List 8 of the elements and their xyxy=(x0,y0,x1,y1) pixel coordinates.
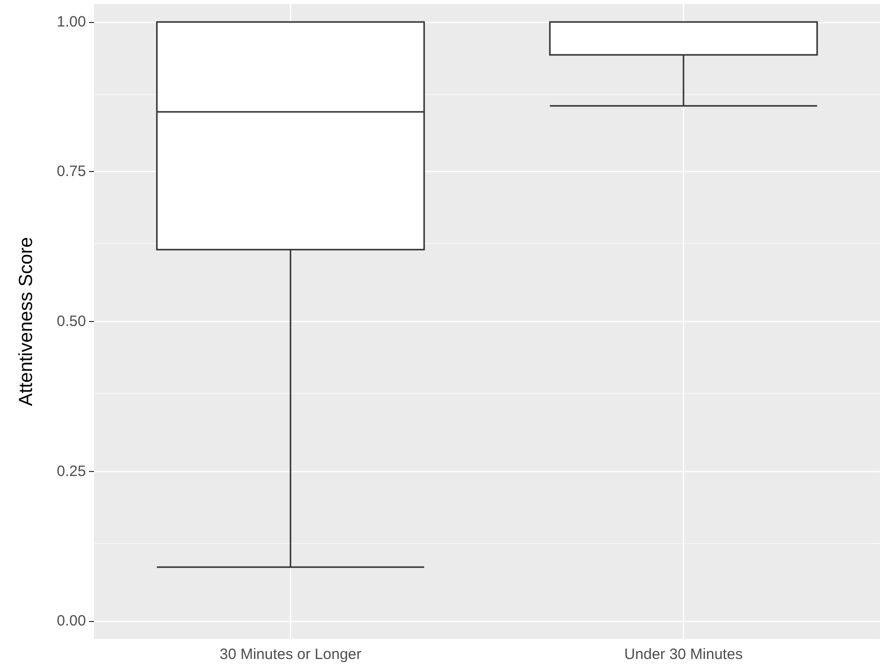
y-tick-label: 0.25 xyxy=(56,462,86,480)
y-tick-label: 0.50 xyxy=(56,313,86,330)
y-tick-label: 0.75 xyxy=(56,163,86,180)
y-axis-title: Attentiveness Score xyxy=(16,237,37,406)
y-tick-label: 0.00 xyxy=(56,612,86,630)
y-tick-label: 1.00 xyxy=(56,13,86,30)
x-tick-label: 30 Minutes or Longer xyxy=(220,646,362,663)
x-tick-label: Under 30 Minutes xyxy=(624,646,743,663)
